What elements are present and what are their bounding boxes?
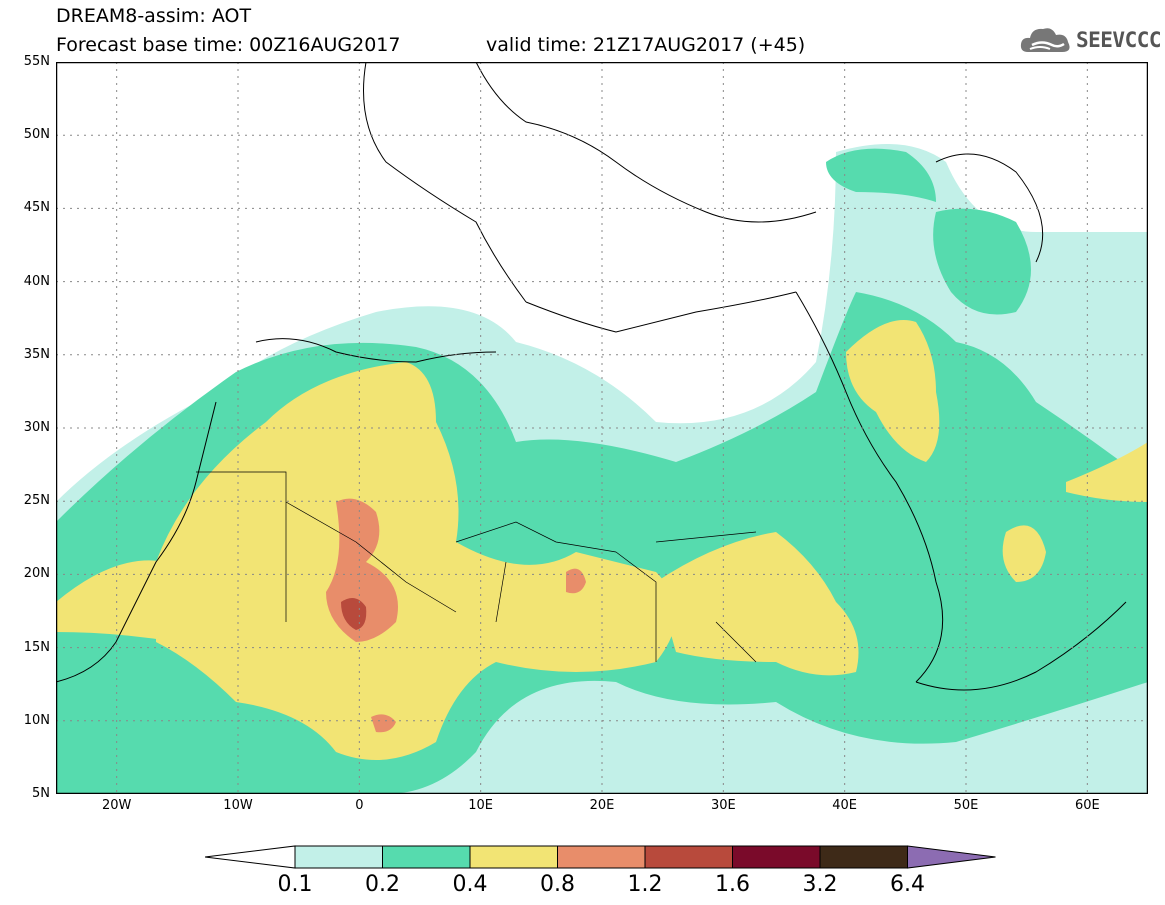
colorbar-cell-2 [469,845,558,869]
colorbar-label: 0.4 [452,872,488,897]
aot-field-0-4-sahel [56,560,176,642]
aot-field-0-4-arabia [1002,525,1046,582]
valid-time: valid time: 21Z17AUG2017 (+45) [486,34,806,56]
aot-map [56,62,1148,794]
colorbar-label: 0.8 [540,872,575,897]
colorbar-label: 6.4 [890,872,925,897]
aot-field-0-2-northeast [826,148,936,202]
colorbar-cell-4 [644,845,733,869]
lat-label-25N: 25N [23,493,50,509]
lon-label-0: 0 [355,798,364,813]
lat-label-50N: 50N [23,127,50,143]
colorbar-cell-5 [732,845,821,869]
aot-field-0-4-oman [1066,442,1148,502]
aot-field-0-4 [156,362,676,760]
lon-label-10W: 10W [223,798,253,813]
aot-field-0-8-gulf [371,714,396,733]
aot-field-0-4-east [656,532,859,676]
logo-text: SEEVCCC [1076,28,1162,52]
lat-label-5N: 5N [32,786,50,801]
lon-label-10E: 10E [468,798,494,813]
colorbar-right-arrow [907,845,996,869]
forecast-base-time: Forecast base time: 00Z16AUG2017 [56,34,401,56]
aot-field-1-2 [341,598,367,630]
lat-label-20N: 20N [23,566,50,582]
lon-label-20W: 20W [101,798,132,813]
lat-label-55N: 55N [23,54,50,69]
colorbar-cell-3 [557,845,646,869]
colorbar-cell-0 [294,845,383,869]
colorbar-label: 3.2 [802,872,838,897]
lat-label-35N: 35N [23,346,50,362]
lat-label-30N: 30N [23,420,50,435]
aot-field-0-4-mesopotamia [846,320,940,462]
lat-lon-grid [56,62,1148,794]
lat-label-10N: 10N [23,712,50,728]
lat-label-40N: 40N [23,273,50,289]
colorbar-cell-6 [819,845,908,869]
colorbar-label: 0.1 [277,872,313,897]
aot-colorbar [205,845,996,869]
colorbar-label: 1.6 [715,872,750,897]
lon-label-60E: 60E [1074,798,1100,813]
lon-label-40E: 40E [832,798,858,813]
lat-label-45N: 45N [23,200,50,216]
colorbar-cell-1 [382,845,471,869]
seevccc-logo: SEEVCCC [1018,20,1162,60]
colorbar-label: 1.2 [627,872,663,897]
lon-label-30E: 30E [710,798,736,813]
colorbar-label: 0.2 [365,872,400,897]
colorbar-left-arrow [205,845,296,869]
aot-field-0-2-caspian [933,208,1031,315]
map-title: DREAM8-assim: AOT [56,5,252,27]
lon-label-20E: 20E [589,798,615,813]
lat-label-15N: 15N [23,639,50,655]
cloud-icon [1020,28,1070,52]
country-borders [196,471,757,663]
lon-label-50E: 50E [953,798,979,813]
